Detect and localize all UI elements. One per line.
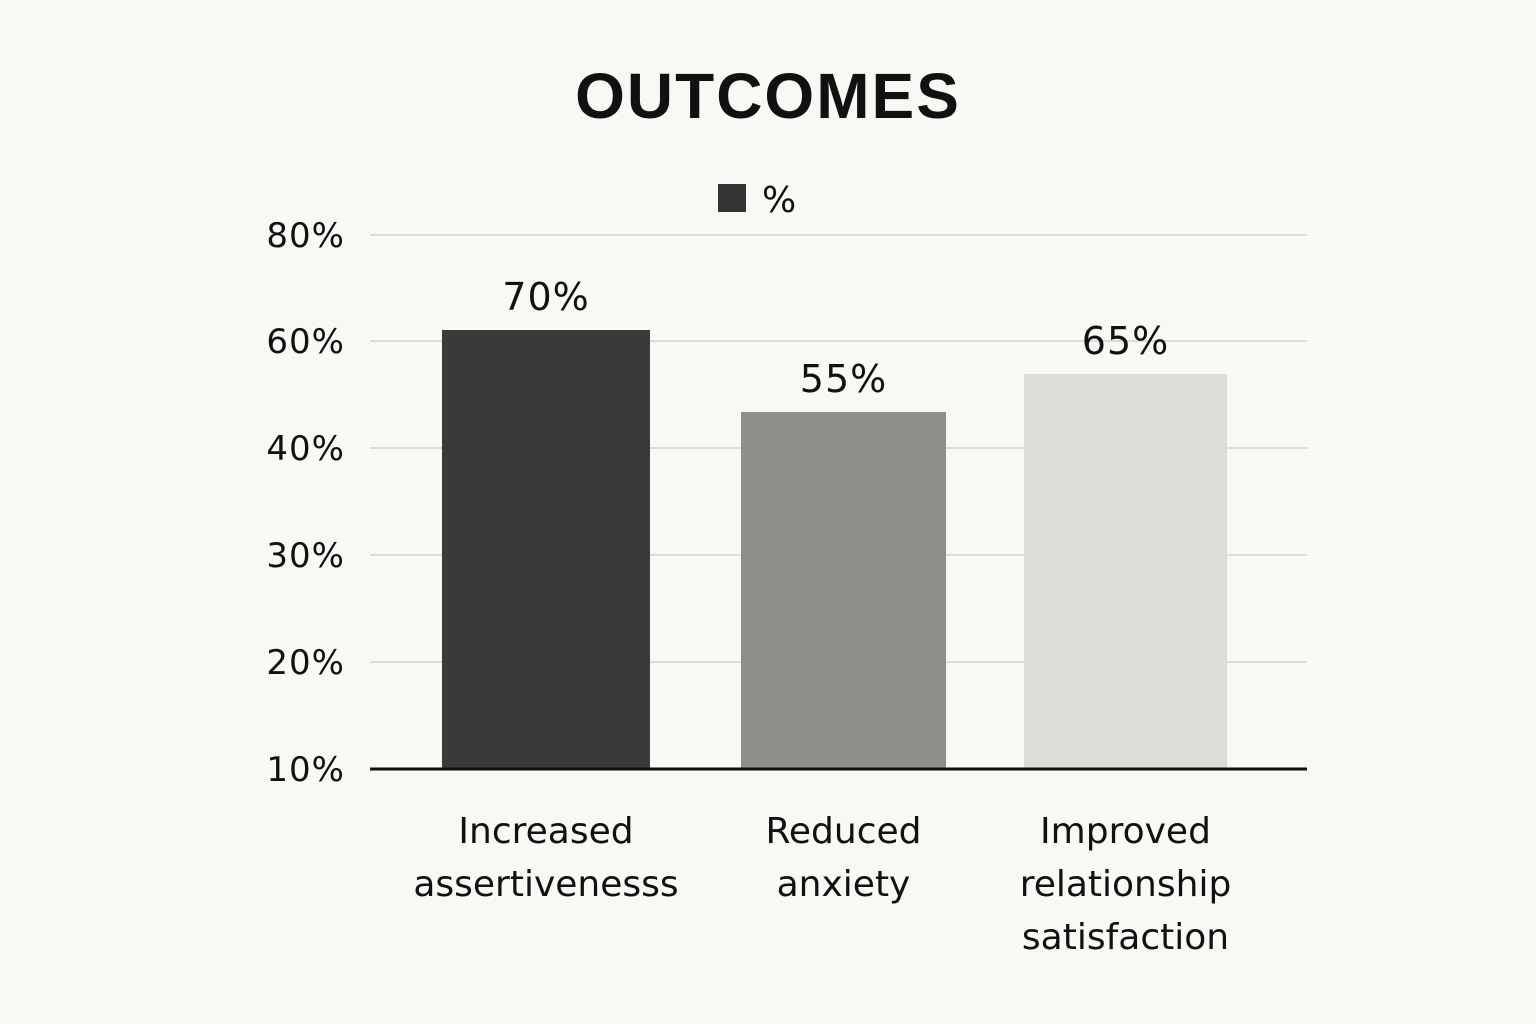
bar-value-label: 55%	[800, 357, 887, 401]
bar	[442, 330, 650, 769]
bars	[442, 330, 1227, 769]
x-category-label: Reduced	[765, 811, 921, 852]
y-tick-label: 20%	[266, 643, 345, 683]
legend-swatch	[718, 184, 746, 212]
x-category-label: satisfaction	[1022, 917, 1229, 958]
x-category-label: anxiety	[777, 864, 911, 905]
bar	[1024, 374, 1227, 769]
y-axis-ticks: 10% 20% 30% 40% 60% 80%	[266, 216, 345, 790]
x-category-label: assertivenesss	[413, 864, 678, 905]
y-tick-label: 10%	[266, 750, 345, 790]
chart-title: OUTCOMES	[575, 60, 961, 132]
y-tick-label: 40%	[266, 429, 345, 469]
legend-label: %	[762, 180, 796, 221]
y-tick-label: 80%	[266, 216, 345, 256]
bar	[741, 412, 946, 769]
x-category-label: Improved	[1040, 811, 1211, 852]
bar-value-label: 70%	[502, 275, 589, 319]
legend: %	[718, 180, 796, 221]
y-tick-label: 30%	[266, 536, 345, 576]
bar-value-label: 65%	[1082, 319, 1169, 363]
data-labels: 70% 55% 65%	[502, 275, 1169, 401]
x-category-label: relationship	[1020, 864, 1232, 905]
x-axis-categories: Increased assertivenesss Reduced anxiety Imp…	[413, 811, 1231, 958]
y-tick-label: 60%	[266, 322, 345, 362]
x-category-label: Increased	[458, 811, 633, 852]
